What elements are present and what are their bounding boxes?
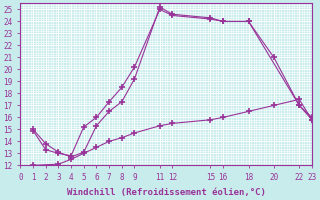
X-axis label: Windchill (Refroidissement éolien,°C): Windchill (Refroidissement éolien,°C) — [67, 188, 266, 197]
